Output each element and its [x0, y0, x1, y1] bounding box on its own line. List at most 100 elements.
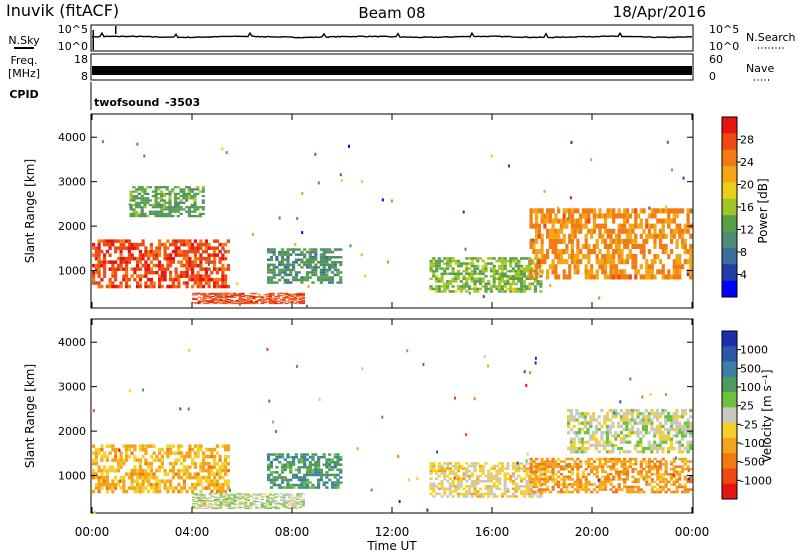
- echo-cell: [210, 489, 214, 494]
- echo-cell: [301, 297, 305, 299]
- echo-cell: [548, 264, 552, 270]
- echo-cell: [622, 418, 626, 422]
- colorbar-tick-label: -1000: [740, 474, 772, 487]
- echo-cell: [197, 303, 201, 305]
- echo-cell: [440, 482, 444, 485]
- echo-cell: [581, 475, 585, 479]
- echo-cell: [495, 480, 499, 483]
- echo-cell: [623, 243, 627, 249]
- echo-cell: [246, 302, 251, 304]
- echo-cell: [311, 471, 315, 474]
- echo-cell: [520, 269, 524, 273]
- echo-cell: [606, 213, 610, 219]
- echo-cell: [500, 467, 504, 470]
- echo-cell: [289, 268, 293, 272]
- echo-cell: [171, 249, 175, 254]
- echo-cell: [149, 242, 153, 247]
- echo-cell: [476, 490, 480, 493]
- echo-cell: [689, 259, 693, 265]
- echo-cell: [180, 461, 184, 466]
- echo-cell: [598, 223, 602, 229]
- colorbar-swatch: [722, 392, 737, 408]
- echo-cell: [656, 254, 660, 260]
- echo-cell: [213, 263, 217, 268]
- echo-cell: [581, 254, 585, 260]
- echo-cell: [487, 472, 491, 475]
- echo-cell: [631, 254, 635, 260]
- echo-cell: [628, 465, 632, 468]
- echo-cell: [193, 451, 197, 455]
- echo-cell: [305, 468, 310, 472]
- echo-cell: [622, 440, 626, 444]
- echo-cell: [473, 467, 477, 470]
- echo-cell: [495, 472, 499, 475]
- echo-cell: [473, 257, 477, 260]
- echo-cell: [132, 215, 136, 218]
- echo-cell: [551, 480, 555, 484]
- echo-cell: [125, 454, 129, 459]
- echo-cell: [557, 259, 561, 265]
- frequency-panel: Freq. [MHz] 18 8 60 0 Nave: [8, 53, 775, 83]
- echo-cell: [562, 460, 566, 463]
- echo-cell: [169, 277, 173, 282]
- echo-cell: [664, 460, 668, 463]
- echo-cell: [128, 203, 131, 207]
- echo-cell: [548, 462, 552, 466]
- echo-cell: [197, 296, 201, 298]
- echo-cell: [308, 481, 312, 484]
- echo-cell: [669, 443, 673, 447]
- echo-cell: [559, 473, 563, 476]
- echo-cell: [297, 248, 301, 251]
- echo-cell: [456, 287, 461, 291]
- echo-cell: [543, 218, 547, 224]
- echo-cell: [570, 467, 574, 471]
- echo-cell: [182, 242, 186, 247]
- echo-cell: [271, 301, 275, 303]
- echo-cell: [328, 458, 332, 461]
- echo-cell: [224, 242, 228, 247]
- echo-cell: [278, 253, 282, 256]
- echo-cell: [562, 480, 566, 484]
- echo-cell: [672, 483, 676, 486]
- echo-cell: [522, 269, 526, 273]
- echo-cell: [182, 195, 186, 198]
- echo-cell: [656, 473, 660, 476]
- echo-cell: [275, 281, 279, 284]
- echo-cell: [260, 303, 264, 305]
- echo-cell: [207, 475, 211, 480]
- echo-cell: [210, 465, 214, 469]
- echo-cell: [255, 498, 259, 500]
- echo-cell: [492, 272, 496, 275]
- echo-cell: [179, 199, 183, 202]
- echo-cell: [529, 462, 533, 466]
- echo-cell: [227, 495, 231, 497]
- echo-cell: [592, 274, 596, 280]
- echo-cell: [174, 486, 178, 490]
- x-tick-label: 00:00: [75, 525, 110, 539]
- echo-cell: [484, 264, 488, 268]
- echo-cell: [268, 299, 272, 301]
- echo-cell: [299, 293, 303, 295]
- echo-cell: [252, 500, 256, 502]
- echo-cell: [187, 197, 191, 200]
- echo-cell: [267, 278, 271, 282]
- echo-cell: [158, 482, 162, 487]
- echo-cell: [568, 218, 572, 224]
- echo-cell: [148, 212, 153, 215]
- echo-cell: [160, 274, 164, 278]
- echo-cell: [614, 264, 619, 270]
- echo-cell: [97, 479, 101, 483]
- echo-cell: [528, 267, 532, 270]
- echo-cell: [311, 258, 315, 261]
- echo-cell: [500, 262, 504, 265]
- echo-cell: [489, 485, 494, 488]
- echo-cell: [650, 421, 654, 425]
- echo-cell: [658, 440, 662, 444]
- echo-cell: [625, 470, 630, 473]
- echo-cell: [249, 292, 253, 294]
- echo-cell: [529, 488, 533, 491]
- echo-cell: [653, 243, 657, 249]
- echo-cell: [678, 447, 682, 451]
- colorbar-swatch: [722, 215, 737, 232]
- echo-cell: [622, 434, 626, 438]
